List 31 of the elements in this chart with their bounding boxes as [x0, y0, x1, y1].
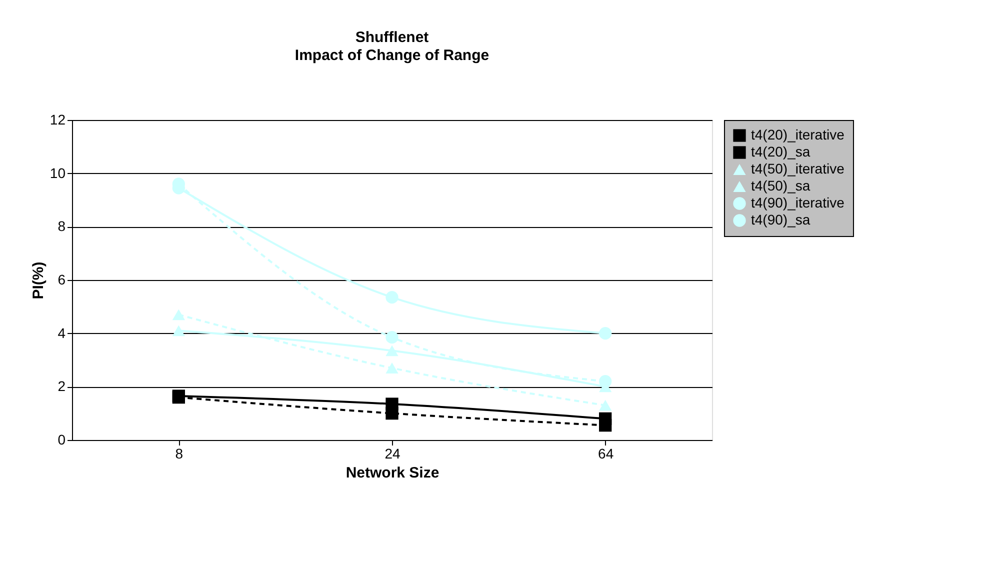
x-axis-title: Network Size: [346, 464, 440, 482]
legend-label: t4(20)_sa: [751, 144, 810, 160]
y-axis-title: PI(%): [30, 262, 47, 300]
y-tick-label: 2: [58, 378, 66, 394]
point: [386, 362, 398, 374]
x-tick-label: 24: [384, 446, 400, 462]
y-tick-label: 12: [50, 112, 66, 128]
legend-label: t4(20)_iterative: [751, 126, 845, 142]
x-tick-label: 8: [175, 446, 184, 462]
chart-title: Shufflenet: [355, 29, 429, 46]
point: [172, 325, 185, 336]
x-tick-label: 64: [598, 446, 614, 462]
point: [386, 398, 398, 410]
point: [599, 375, 612, 388]
y-tick-label: 10: [50, 164, 66, 181]
y-tick-label: 8: [58, 218, 66, 234]
legend-label: t4(50)_sa: [751, 178, 810, 194]
legend-label: t4(90)_sa: [751, 212, 810, 228]
point: [386, 331, 398, 344]
y-tick-label: 6: [58, 272, 66, 288]
point: [386, 345, 398, 356]
legend-label: t4(90)_iterative: [751, 194, 845, 210]
chart-subtitle: Impact of Change of Range: [294, 47, 490, 64]
y-tick-label: 4: [58, 324, 66, 341]
legend-label: t4(50)_iterative: [751, 160, 845, 176]
point: [599, 400, 612, 411]
point: [172, 309, 185, 320]
point: [386, 291, 398, 304]
point: [599, 412, 612, 425]
y-tick-label: 0: [58, 432, 66, 448]
point: [599, 327, 612, 340]
